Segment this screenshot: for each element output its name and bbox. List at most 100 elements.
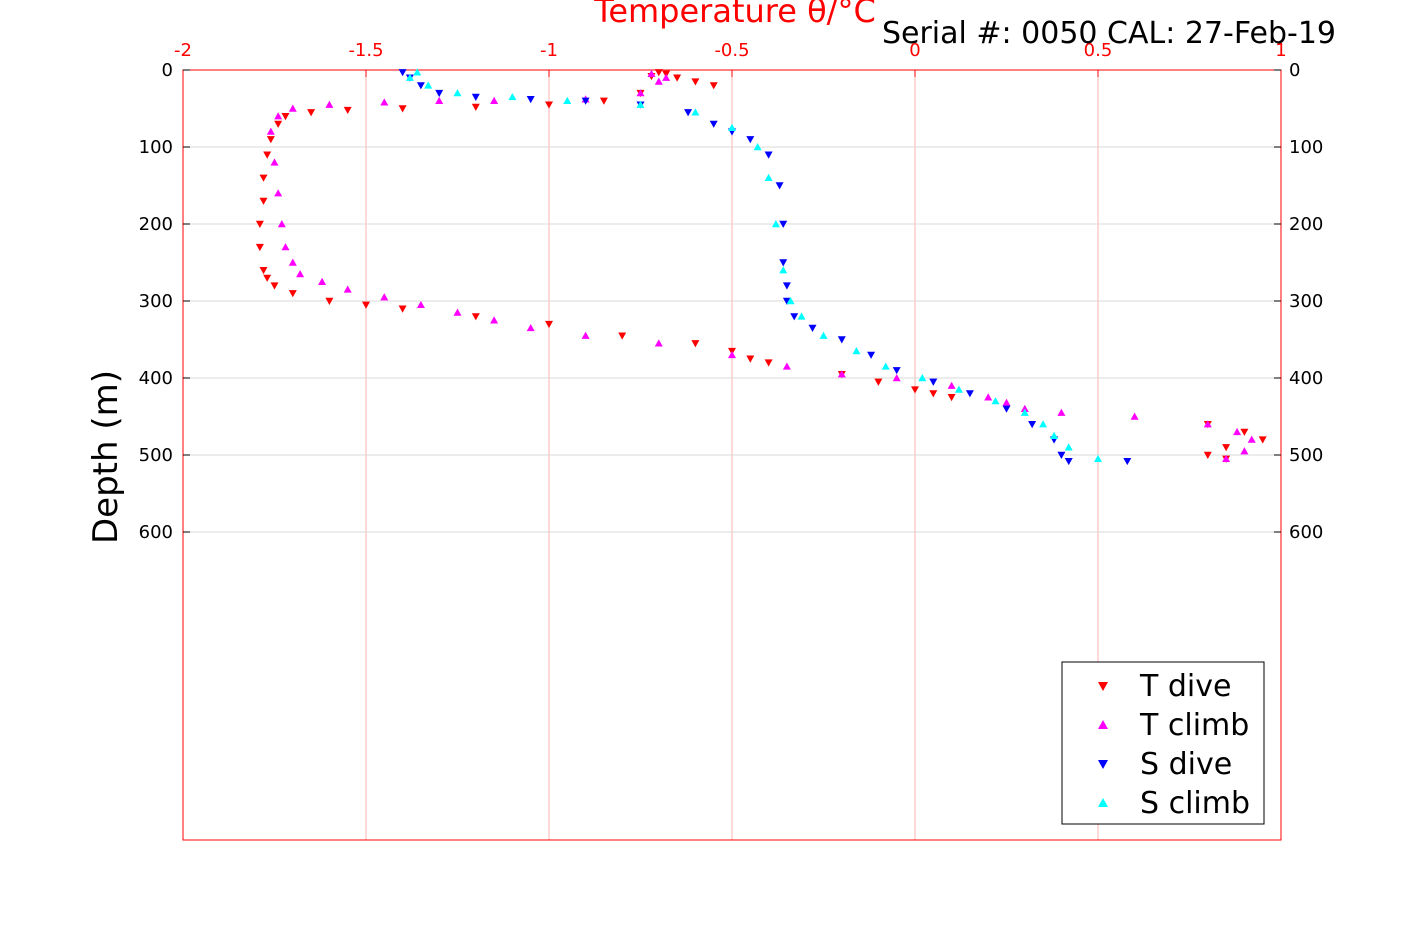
data-point [1240,447,1249,455]
data-point [1258,436,1267,444]
data-point [991,397,1000,405]
data-point [1039,420,1048,428]
data-point [581,331,590,339]
data-point [277,220,286,228]
series-t-dive [255,69,1267,463]
data-point [636,100,645,108]
data-point [797,312,806,320]
x-tick-label: -1 [540,40,558,61]
data-point [852,347,861,355]
data-point [270,158,279,166]
data-point [1064,443,1073,451]
data-point [691,78,700,86]
data-point [1130,412,1139,420]
data-point [398,105,407,113]
x-tick-label: 0 [909,40,920,61]
data-point [263,151,272,159]
data-point [1020,404,1029,412]
data-point [281,113,290,121]
data-point [416,82,425,90]
data-point [263,274,272,282]
data-point [563,96,572,104]
data-point [1203,420,1212,428]
data-point [1240,428,1249,436]
data-point [654,339,663,347]
data-point [288,258,297,266]
chart-title: Temperature θ/°C [593,0,876,30]
data-point [786,297,795,305]
data-point [508,92,517,101]
data-point [1222,444,1231,452]
legend-label: S dive [1140,747,1232,782]
data-point [274,120,283,128]
data-point [782,297,791,305]
data-point [274,189,283,197]
y-tick-label: 600 [139,522,173,543]
series-s-climb [405,68,1102,463]
x-tick-label: -2 [174,40,192,61]
data-point [819,331,828,339]
data-point [266,136,275,144]
data-point [746,136,755,144]
data-point [654,69,663,77]
data-point [281,243,290,251]
data-point [1050,431,1059,439]
data-point [892,374,901,382]
data-point [1222,454,1231,463]
data-point [618,332,627,340]
data-point [837,336,846,344]
data-point [947,381,956,389]
data-point [259,197,268,205]
data-point [684,109,693,117]
y-tick-label: 200 [139,214,173,235]
data-point [526,323,535,332]
data-point [526,96,535,104]
data-point [1203,451,1212,459]
legend-marker [1098,720,1108,729]
data-point [764,151,773,159]
legend-label: T dive [1139,669,1231,704]
data-point [673,74,682,82]
data-point [709,120,718,128]
data-point [771,220,780,228]
data-point [728,350,736,359]
data-point [984,393,993,401]
y-tick-label-right: 400 [1289,368,1323,389]
data-point [405,73,414,81]
data-point [471,313,480,321]
data-point [779,220,788,228]
x-tick-label: 0.5 [1084,40,1113,61]
y-tick-label-right: 100 [1289,137,1323,158]
data-point [954,385,963,393]
data-point [259,174,268,182]
y-tick-label-right: 600 [1289,522,1323,543]
data-point [274,112,283,120]
data-point [255,243,264,252]
data-point [343,285,352,293]
data-point [424,81,433,89]
data-point [398,305,407,313]
data-point [435,89,444,98]
legend-label: T climb [1139,708,1249,743]
data-point [782,362,791,370]
data-point [362,301,370,309]
data-point [318,277,327,285]
legend-box [1061,661,1265,825]
data-point [453,308,462,316]
data-point [599,97,608,105]
data-point [867,351,876,359]
y-tick-label: 300 [139,291,173,312]
data-point [779,259,788,267]
data-point [775,182,784,190]
data-point [1057,451,1066,459]
data-point [709,82,718,90]
data-point [1064,457,1073,466]
data-point [380,98,389,106]
series-s-dive [398,69,1132,466]
x-tick-label: -1.5 [348,40,383,61]
data-point [636,89,645,97]
data-point [874,378,883,386]
y-tick-label-right: 500 [1289,445,1323,466]
